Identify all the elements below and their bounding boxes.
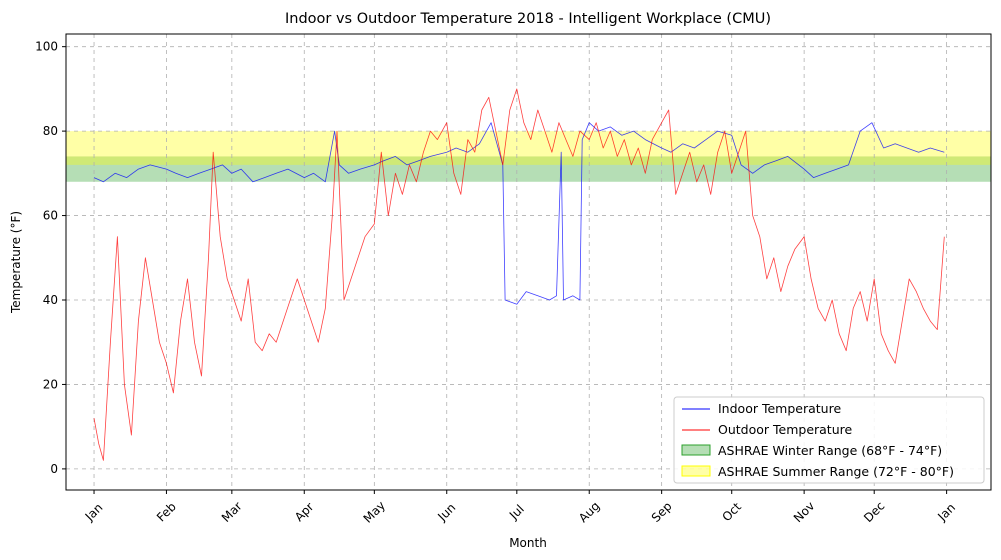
- y-tick-label: 80: [43, 124, 58, 138]
- legend-label-summer: ASHRAE Summer Range (72°F - 80°F): [718, 464, 954, 479]
- comfort-bands: [66, 131, 991, 182]
- grid-lines: [66, 34, 991, 490]
- x-tick-label: Jan: [934, 501, 958, 525]
- x-tick-label: May: [361, 498, 388, 525]
- y-axis-ticks: 0 20 40 60 80 100: [35, 40, 66, 476]
- x-tick-label: Mar: [219, 499, 245, 525]
- x-tick-label: Oct: [719, 500, 744, 525]
- series-line-indoor: [93, 122, 945, 305]
- x-axis-ticks: Jan Feb Mar Apr May Jun Jul Aug Sep Oct Nov Dec Jan: [82, 490, 958, 526]
- legend-label-winter: ASHRAE Winter Range (68°F - 74°F): [718, 443, 942, 458]
- x-tick-label: Apr: [292, 500, 317, 525]
- x-tick-label: Jan: [82, 501, 106, 525]
- series-lines: [93, 88, 945, 461]
- x-tick-label: Nov: [791, 499, 817, 525]
- x-tick-label: Dec: [861, 499, 887, 525]
- comfort-band-1: [66, 131, 991, 165]
- x-tick-label: Sep: [649, 499, 675, 525]
- x-tick-label: Feb: [154, 500, 179, 525]
- y-tick-label: 20: [43, 377, 58, 391]
- y-tick-label: 60: [43, 209, 58, 223]
- x-tick-label: Aug: [576, 499, 602, 525]
- y-axis-title: Temperature (°F): [9, 211, 23, 314]
- series-line-outdoor: [93, 88, 945, 461]
- legend: Indoor Temperature Outdoor Temperature A…: [673, 396, 985, 484]
- x-tick-label: Jul: [506, 502, 527, 523]
- chart-title: Indoor vs Outdoor Temperature 2018 - Int…: [285, 11, 771, 27]
- plot-frame: [65, 33, 992, 491]
- legend-swatch-summer: [681, 465, 711, 477]
- legend-label-indoor: Indoor Temperature: [718, 401, 841, 416]
- y-tick-label: 0: [50, 462, 58, 476]
- x-axis-title: Month: [509, 536, 547, 550]
- legend-box: [673, 396, 985, 484]
- legend-swatch-winter: [681, 444, 711, 456]
- x-tick-label: Jun: [434, 500, 458, 524]
- legend-label-outdoor: Outdoor Temperature: [718, 422, 852, 437]
- y-tick-label: 100: [35, 40, 58, 54]
- y-tick-label: 40: [43, 293, 58, 307]
